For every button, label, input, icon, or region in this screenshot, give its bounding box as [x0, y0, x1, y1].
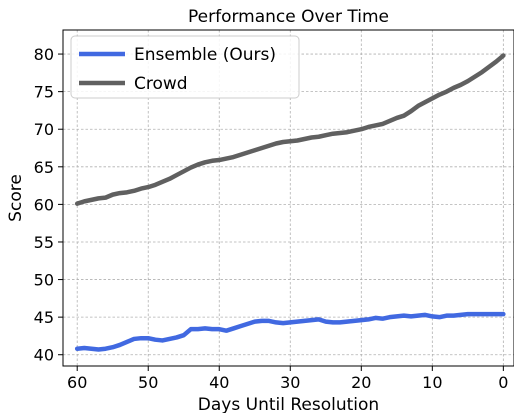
x-tick-label: 0 — [498, 373, 508, 392]
legend-label-ensemble-ours: Ensemble (Ours) — [134, 45, 276, 65]
plot-frame — [62, 29, 514, 367]
y-tick-label: 45 — [34, 308, 54, 327]
x-tick-label: 40 — [209, 373, 229, 392]
y-tick-label: 55 — [34, 233, 54, 252]
y-tick-label: 60 — [34, 195, 54, 214]
y-axis-label: Score — [6, 174, 26, 222]
chart-title: Performance Over Time — [188, 7, 389, 27]
y-tick-label: 40 — [34, 346, 54, 365]
x-tick-label: 20 — [351, 373, 371, 392]
x-tick-label: 10 — [422, 373, 442, 392]
legend-label-crowd: Crowd — [134, 74, 188, 94]
series-line-ensemble-ours — [74, 311, 506, 352]
legend: Ensemble (Ours) Crowd — [70, 35, 300, 99]
y-tick-label: 75 — [34, 83, 54, 102]
axis-ticks: 60 50 40 30 20 10 0 40 45 50 55 60 65 70 75 80 — [34, 45, 509, 392]
series-line-crowd — [74, 53, 506, 206]
y-tick-label: 65 — [34, 158, 54, 177]
y-tick-label: 50 — [34, 271, 54, 290]
y-tick-label: 80 — [34, 45, 54, 64]
x-tick-label: 30 — [280, 373, 300, 392]
x-tick-label: 60 — [67, 373, 87, 392]
series-lines — [74, 53, 506, 352]
x-tick-label: 50 — [138, 373, 158, 392]
x-axis-label: Days Until Resolution — [198, 395, 379, 413]
legend-box — [70, 35, 300, 99]
y-tick-label: 70 — [34, 120, 54, 139]
